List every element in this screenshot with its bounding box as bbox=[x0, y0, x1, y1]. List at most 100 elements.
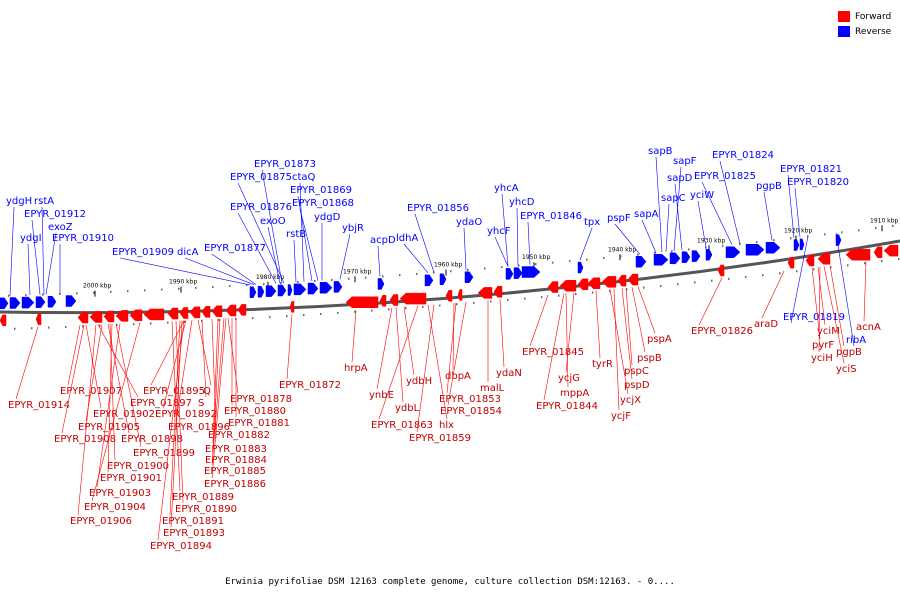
forward-gene-label: EPYR_01872 bbox=[279, 380, 341, 391]
forward-gene-label: EPYR_01901 bbox=[100, 473, 162, 484]
axis-dot bbox=[643, 286, 645, 289]
reverse-gene-label: yhcF bbox=[487, 226, 511, 237]
forward-gene-label: pgpB bbox=[836, 347, 862, 358]
forward-gene bbox=[477, 287, 493, 299]
reverse-gene-label: EPYR_01909 bbox=[112, 247, 174, 258]
axis-dot bbox=[609, 289, 611, 292]
axis-dot bbox=[507, 299, 509, 302]
axis-dot bbox=[416, 272, 418, 275]
axis-dot bbox=[178, 287, 180, 290]
forward-gene-label: malL bbox=[480, 383, 505, 394]
reverse-leader-line bbox=[184, 257, 255, 285]
axis-dot bbox=[286, 315, 288, 318]
axis-dot bbox=[484, 267, 486, 270]
reverse-gene-label: EPYR_01821 bbox=[780, 164, 842, 175]
forward-gene-label: EPYR_01900 bbox=[107, 461, 169, 472]
axis-dot bbox=[297, 281, 299, 284]
reverse-gene bbox=[21, 296, 35, 309]
axis-dot bbox=[48, 326, 50, 329]
reverse-gene-label: sapB bbox=[648, 146, 673, 157]
forward-leader-line bbox=[811, 267, 821, 340]
axis-dot bbox=[371, 309, 373, 312]
axis-dot bbox=[620, 255, 622, 258]
forward-gene bbox=[547, 281, 559, 293]
axis-dot bbox=[671, 250, 673, 253]
forward-leader-line bbox=[157, 320, 185, 541]
reverse-leader-line bbox=[293, 239, 297, 283]
forward-gene-label: EPYR_01883 bbox=[205, 444, 267, 455]
reverse-leader-line bbox=[614, 223, 641, 255]
reverse-gene bbox=[464, 271, 474, 283]
reverse-gene-label: sapC bbox=[661, 193, 686, 204]
reverse-leader-line bbox=[763, 191, 773, 241]
forward-gene bbox=[345, 296, 379, 309]
forward-leader-line bbox=[15, 326, 39, 400]
forward-leader-line bbox=[529, 294, 549, 347]
axis-dot bbox=[722, 244, 724, 247]
forward-leader-line bbox=[631, 287, 646, 353]
reverse-gene bbox=[439, 273, 447, 286]
forward-leader-line bbox=[416, 304, 435, 433]
reverse-leader-line bbox=[237, 212, 277, 284]
reverse-gene bbox=[293, 283, 307, 296]
axis-dot bbox=[654, 251, 656, 254]
forward-gene-label: EPYR_01881 bbox=[228, 418, 290, 429]
axis-dot bbox=[773, 239, 775, 242]
axis-dot bbox=[552, 261, 554, 264]
axis-dot bbox=[150, 322, 152, 325]
reverse-gene-label: EPYR_01912 bbox=[24, 209, 86, 220]
axis-dot bbox=[779, 272, 781, 275]
forward-leader-line bbox=[446, 302, 457, 394]
forward-gene-label: EPYR_01889 bbox=[172, 492, 234, 503]
reverse-leader-line bbox=[665, 203, 670, 252]
forward-leader-line bbox=[761, 270, 785, 319]
reverse-leader-line bbox=[267, 226, 281, 284]
reverse-gene-label: ydgI bbox=[20, 233, 42, 244]
axis-dot bbox=[456, 303, 458, 306]
axis-dot bbox=[881, 260, 883, 263]
reverse-gene bbox=[765, 241, 781, 254]
reverse-gene bbox=[691, 250, 701, 262]
reverse-gene-label: EPYR_01856 bbox=[407, 203, 469, 214]
forward-leader-line bbox=[175, 320, 184, 504]
forward-gene-label: EPYR_01906 bbox=[70, 516, 132, 527]
reverse-gene bbox=[521, 266, 541, 278]
forward-leader-line bbox=[171, 321, 181, 492]
forward-gene-label: dbpA bbox=[445, 371, 471, 382]
forward-leader-line bbox=[565, 292, 575, 373]
axis-dot bbox=[728, 277, 730, 280]
reverse-gene-label: sapD bbox=[667, 173, 693, 184]
reverse-gene bbox=[681, 251, 691, 263]
axis-dot bbox=[637, 253, 639, 256]
reverse-gene bbox=[9, 297, 21, 309]
forward-leader-line bbox=[85, 324, 102, 409]
axis-dot bbox=[303, 314, 305, 317]
forward-leader-line bbox=[378, 305, 419, 420]
axis-dot bbox=[711, 279, 713, 282]
axis-dot bbox=[405, 307, 407, 310]
reverse-leader-line bbox=[377, 245, 381, 277]
forward-gene-label: araD bbox=[754, 319, 778, 330]
forward-gene bbox=[237, 304, 247, 316]
forward-gene-label: EPYR_01863 bbox=[371, 420, 433, 431]
forward-leader-line bbox=[61, 324, 85, 434]
axis-dot bbox=[450, 270, 452, 273]
reverse-gene bbox=[287, 284, 293, 296]
forward-gene-label: hrpA bbox=[344, 363, 368, 374]
reverse-gene-label: ribA bbox=[846, 335, 866, 346]
forward-leader-line bbox=[227, 318, 239, 394]
reverse-gene bbox=[577, 261, 584, 274]
forward-gene bbox=[601, 276, 617, 288]
reverse-leader-line bbox=[790, 236, 809, 324]
reverse-leader-line bbox=[527, 221, 531, 265]
axis-dot bbox=[161, 288, 163, 291]
axis-dot bbox=[195, 286, 197, 289]
axis-dot bbox=[535, 263, 537, 266]
forward-swatch bbox=[838, 11, 850, 22]
reverse-leader-line bbox=[41, 206, 45, 295]
forward-gene-label: ydaN bbox=[496, 368, 522, 379]
forward-gene-label: ydbH bbox=[406, 376, 432, 387]
forward-gene bbox=[179, 307, 189, 319]
forward-gene-label: EPYR_01886 bbox=[204, 479, 266, 490]
forward-leader-line bbox=[376, 307, 393, 390]
